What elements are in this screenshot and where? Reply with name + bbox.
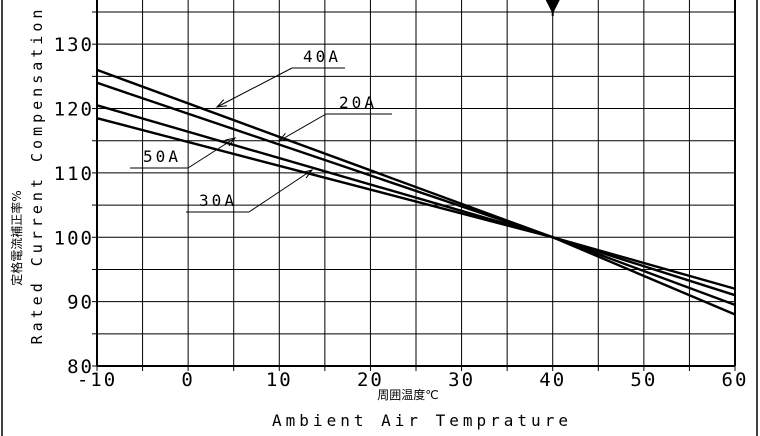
series-label-40A: 40A: [303, 47, 341, 66]
x-tick-label: 50: [630, 369, 657, 391]
tick-labels: 80 90 100 110 120 130 -10 0 10 20 30 40 50 60: [54, 34, 749, 391]
x-tick-label: 30: [448, 369, 475, 391]
series-label-30A: 30A: [199, 191, 237, 210]
callout-leader: [216, 67, 293, 108]
x-tick-label: 20: [357, 369, 384, 391]
x-tick-label: 0: [181, 369, 194, 391]
y-tick-label: 80: [67, 356, 94, 378]
y-tick-label: 120: [54, 99, 94, 121]
x-tick-label: -10: [77, 369, 117, 391]
callout-arrowhead: [277, 133, 289, 142]
y-tick-label: 100: [54, 227, 94, 249]
x-tick-label: 60: [722, 369, 749, 391]
series-label-50A: 50A: [143, 147, 181, 166]
grid: [92, 0, 736, 371]
xlabel-en: Ambient Air Temprature: [272, 411, 572, 430]
x-tick-label: 40: [539, 369, 566, 391]
callout-leader: [248, 169, 313, 213]
y-tick-label: 130: [54, 34, 94, 56]
xlabel-jp: 周囲温度℃: [377, 387, 438, 402]
ylabel-jp: 定格電流補正率%: [9, 190, 24, 285]
y-tick-label: 90: [67, 292, 94, 314]
callout-arrowhead: [215, 99, 227, 108]
y-tick-label: 110: [54, 163, 94, 185]
series-line-30A: [96, 117, 736, 290]
callout-leader: [187, 137, 236, 169]
x-tick-label: 10: [266, 369, 293, 391]
callout-leader: [278, 113, 327, 142]
series-lines: [96, 68, 736, 316]
callout-arrowhead: [225, 137, 237, 147]
ylabel-en: Rated Current Compensation: [28, 6, 46, 345]
series-label-20A: 20A: [339, 93, 377, 112]
callout-arrowhead: [302, 169, 314, 179]
series-callouts: 40A 20A 50A 30A: [130, 0, 560, 213]
